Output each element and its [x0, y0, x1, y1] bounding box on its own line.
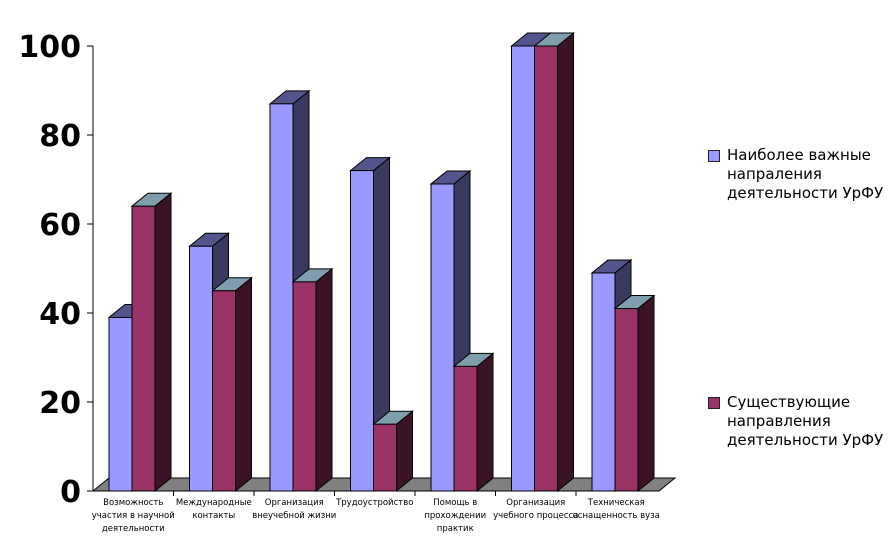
bar-s2-c5 [453, 365, 478, 492]
x-tick-label-line: Техническая [587, 498, 645, 508]
bar-side-s2-c2 [235, 276, 252, 493]
bar-side-s2-c6 [557, 31, 574, 493]
bar-side-s2-c5 [476, 352, 494, 493]
bar-s1-c5 [430, 183, 455, 492]
bar-side-s2-c3 [315, 267, 333, 493]
bar-s2-c7 [614, 308, 639, 492]
x-tick-label-line: Организация [506, 498, 565, 508]
bar-s2-c4 [373, 423, 397, 492]
x-tick-label-2: Международные контакты [176, 498, 252, 521]
bar-s1-c2 [189, 245, 213, 492]
x-tick-label-line: учебного процесса [493, 511, 578, 521]
legend-label-series-2: Существующие направления деятельности Ур… [727, 393, 884, 449]
x-tick-label-line: Международные [176, 498, 252, 508]
legend-swatch-series-1 [708, 150, 720, 162]
x-tick-label-line: участия в научной [92, 511, 175, 521]
bar-s1-c3 [269, 103, 294, 492]
bar-s2-c3 [292, 281, 317, 492]
y-tick-label: 60 [39, 208, 81, 243]
x-tick-label-line: оснащенность вуза [573, 511, 660, 521]
bar-s2-c6 [534, 45, 558, 492]
y-tick-label: 40 [39, 297, 81, 332]
x-tick-label-6: Организация учебного процесса [493, 498, 578, 521]
legend-item-series-2: Существующие направления деятельности Ур… [708, 393, 887, 450]
y-tick-label: 80 [39, 119, 81, 154]
x-tick-label-line: Трудоустройство [335, 498, 413, 508]
bar-side-s2-c4 [396, 410, 413, 493]
y-tick-label: 100 [18, 30, 81, 65]
bar-side-s2-c1 [154, 192, 172, 493]
bar-s2-c2 [212, 290, 236, 492]
x-tick-label-3: Организация внеучебной жизни [252, 498, 336, 521]
bar-s1-c7 [591, 272, 616, 492]
x-tick-label-1: Возможность участия в научной деятельности [92, 498, 175, 534]
legend-swatch-series-2 [708, 397, 720, 409]
x-tick-label-line: контакты [192, 511, 235, 521]
x-tick-label-5: Помощь в прохождении практик [424, 498, 486, 534]
y-tick-label: 20 [39, 386, 81, 421]
bar-s2-c1 [131, 205, 156, 492]
x-tick-label-7: Техническая оснащенность вуза [573, 498, 660, 521]
bar-s1-c6 [511, 45, 535, 492]
x-tick-label-4: Трудоустройство [335, 498, 413, 508]
bar-s1-c4 [350, 170, 374, 492]
bar-s1-c1 [108, 316, 133, 492]
bar-side-s2-c7 [637, 294, 655, 493]
y-tick-label: 0 [60, 475, 81, 510]
x-tick-label-line: прохождении [424, 511, 486, 521]
x-tick-label-line: деятельности [102, 524, 165, 534]
legend-item-series-1: Наиболее важные напраления деятельности … [708, 146, 887, 203]
legend-label-series-1: Наиболее важные напраления деятельности … [727, 146, 884, 202]
x-tick-label-line: практик [437, 524, 474, 534]
x-tick-label-line: Возможность [103, 498, 163, 508]
x-tick-label-line: внеучебной жизни [252, 511, 336, 521]
x-tick-label-line: Помощь в [433, 498, 477, 508]
x-tick-label-line: Организация [265, 498, 324, 508]
